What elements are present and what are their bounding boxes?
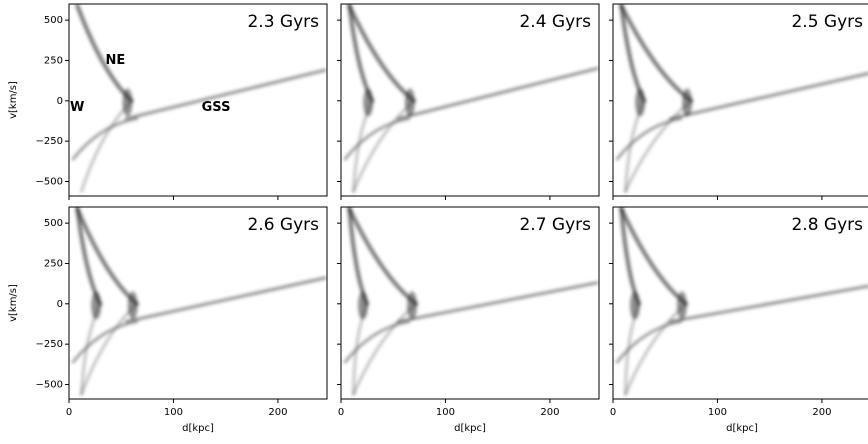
annotation: GSS bbox=[202, 100, 231, 115]
y-tick-label: 0 bbox=[57, 299, 63, 310]
panel: 2.3 Gyrs NE W GSS −500 −250 0 250 500 v[km/s] bbox=[8, 4, 327, 200]
x-axis-label: d[kpc] bbox=[454, 423, 486, 434]
shell-caustic bbox=[363, 88, 373, 116]
axes-frame bbox=[613, 207, 868, 399]
shell-lower bbox=[82, 304, 137, 394]
y-axis-label: v[km/s] bbox=[8, 81, 19, 119]
shell-caustic bbox=[682, 88, 692, 116]
y-tick-label: −500 bbox=[36, 176, 63, 187]
panel-title: 2.7 Gyrs bbox=[519, 215, 591, 235]
shell-upper bbox=[349, 6, 372, 101]
shell-upper bbox=[77, 209, 100, 304]
gss-stream bbox=[670, 286, 868, 321]
density-map bbox=[345, 209, 597, 395]
x-tick-label: 100 bbox=[436, 407, 455, 418]
panel-title: 2.4 Gyrs bbox=[519, 12, 591, 32]
y-tick-label: 0 bbox=[57, 96, 63, 107]
density-map bbox=[73, 6, 325, 192]
lower-arc bbox=[345, 119, 409, 159]
panel: 2.6 Gyrs 0 100 200 −500 −250 0 250 500 d[kpc] v[km… bbox=[8, 207, 327, 434]
y-tick-label: −250 bbox=[36, 136, 63, 147]
panel-title: 2.8 Gyrs bbox=[791, 215, 863, 235]
density-map bbox=[73, 209, 325, 395]
shell-caustic bbox=[122, 88, 132, 116]
shell-caustic bbox=[91, 291, 101, 319]
y-tick-label: −500 bbox=[36, 379, 63, 390]
shell-upper bbox=[349, 209, 416, 304]
y-tick-label: −250 bbox=[36, 339, 63, 350]
density-map bbox=[345, 6, 597, 192]
shell-upper bbox=[621, 6, 691, 101]
panel: 2.8 Gyrs 0 100 200 d[kpc] bbox=[609, 207, 868, 434]
annotation: W bbox=[70, 100, 84, 115]
x-axis-label: d[kpc] bbox=[182, 423, 214, 434]
panel: 2.4 Gyrs bbox=[337, 4, 599, 200]
x-tick-label: 100 bbox=[164, 407, 183, 418]
figure: 2.3 Gyrs NE W GSS −500 −250 0 250 500 v[km/s] 2.4 … bbox=[0, 0, 868, 444]
axes-frame bbox=[341, 207, 599, 399]
x-tick-label: 0 bbox=[610, 407, 616, 418]
axes-frame bbox=[613, 4, 868, 196]
gss-stream bbox=[398, 283, 596, 322]
density-map bbox=[617, 209, 868, 395]
axes-frame bbox=[69, 207, 327, 399]
lower-arc bbox=[617, 119, 681, 159]
x-tick-label: 200 bbox=[812, 407, 831, 418]
shell-lower bbox=[354, 101, 415, 191]
shell-lower bbox=[626, 101, 692, 191]
y-axis-label: v[km/s] bbox=[8, 284, 19, 322]
x-axis-label: d[kpc] bbox=[726, 423, 758, 434]
shell-caustic bbox=[358, 291, 368, 319]
x-tick-label: 100 bbox=[708, 407, 727, 418]
x-tick-label: 0 bbox=[66, 407, 72, 418]
gss-stream bbox=[398, 69, 596, 119]
x-tick-label: 0 bbox=[338, 407, 344, 418]
shell-caustic bbox=[635, 88, 645, 116]
y-tick-label: 250 bbox=[44, 258, 63, 269]
shell-caustic bbox=[407, 291, 417, 319]
shell-caustic bbox=[128, 291, 138, 319]
shell-caustic bbox=[405, 88, 415, 116]
shell-upper bbox=[621, 209, 686, 304]
y-tick-label: 250 bbox=[44, 55, 63, 66]
panel: 2.7 Gyrs 0 100 200 d[kpc] bbox=[337, 207, 599, 434]
shell-caustic bbox=[677, 291, 687, 319]
panel: 2.5 Gyrs bbox=[609, 4, 868, 200]
gss-stream bbox=[670, 73, 868, 118]
panel-title: 2.3 Gyrs bbox=[247, 12, 319, 32]
panel-title: 2.6 Gyrs bbox=[247, 215, 319, 235]
panel-title: 2.5 Gyrs bbox=[791, 12, 863, 32]
y-tick-label: 500 bbox=[44, 218, 63, 229]
shell-upper bbox=[621, 6, 644, 101]
gss-stream bbox=[126, 278, 324, 322]
x-tick-label: 200 bbox=[540, 407, 559, 418]
density-map bbox=[617, 6, 868, 192]
y-tick-label: 500 bbox=[44, 15, 63, 26]
shell-lower bbox=[82, 101, 132, 191]
shell-caustic bbox=[630, 291, 640, 319]
annotation: NE bbox=[106, 53, 126, 68]
x-tick-label: 200 bbox=[268, 407, 287, 418]
